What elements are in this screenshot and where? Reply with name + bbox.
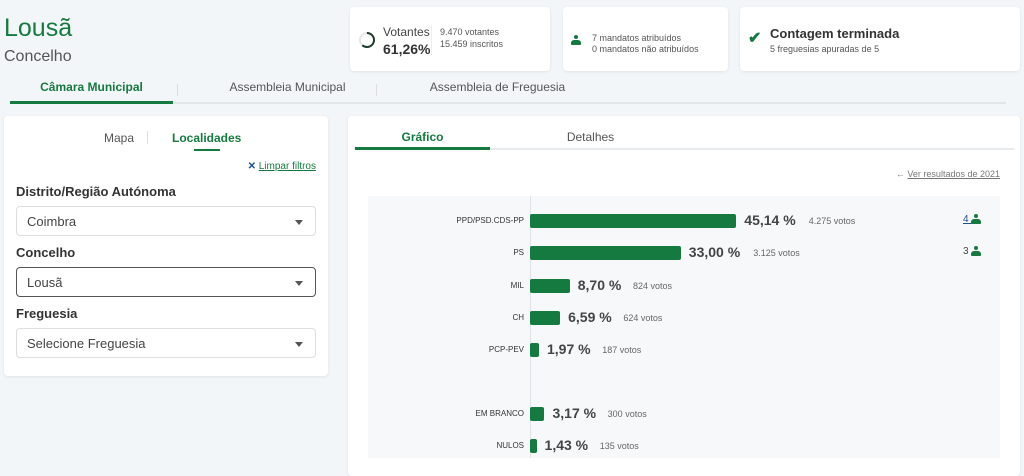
close-icon: ✕ [247, 161, 259, 172]
chevron-down-icon [295, 342, 303, 347]
person-icon [571, 34, 583, 49]
distrito-label: Distrito/Região Autónoma [16, 184, 176, 199]
party-label: CH [512, 313, 524, 322]
votantes-label: Votantes [383, 25, 430, 39]
clear-filters-label: Limpar filtros [258, 161, 316, 172]
clear-filters-link[interactable]: ✕ Limpar filtros [248, 161, 316, 172]
bar[interactable] [530, 246, 681, 260]
votes-label: 135 votos [599, 441, 639, 451]
check-icon: ✔ [748, 30, 762, 47]
tab-detalhes[interactable]: Detalhes [566, 130, 615, 144]
bar[interactable] [530, 407, 545, 421]
mandatos-nao-atribuidos: 0 mandatos não atribuídos [592, 44, 699, 54]
freguesia-label: Freguesia [16, 306, 78, 321]
votes-label: 3.125 votos [753, 248, 800, 258]
bar[interactable] [530, 214, 737, 228]
mandatos-atribuidos: 7 mandatos atribuídos [592, 33, 682, 43]
freguesia-select[interactable]: Selecione Freguesia [16, 328, 316, 358]
person-icon [971, 214, 982, 225]
votantes-count: 9.470 votantes [440, 27, 500, 37]
page-title: Lousã [4, 14, 73, 42]
party-label: EM BRANCO [475, 409, 524, 418]
votantes-pct: 61,26% [383, 41, 431, 57]
inscritos-count: 15.459 inscritos [440, 39, 504, 49]
tab-assembleia-freguesia[interactable]: Assembleia de Freguesia [429, 80, 566, 94]
party-label: PPD/PSD.CDS-PP [456, 216, 524, 225]
previous-results-link[interactable]: ← Ver resultados de 2021 [896, 169, 1000, 179]
votes-label: 4.275 votos [808, 216, 856, 226]
votes-label: 187 votos [602, 345, 642, 355]
tab-camara-municipal[interactable]: Câmara Municipal [10, 80, 173, 104]
chevron-down-icon [295, 281, 303, 286]
page-subtitle: Concelho [4, 48, 72, 65]
tab-assembleia-municipal[interactable]: Assembleia Municipal [229, 80, 346, 94]
contagem-subtitle: 5 freguesias apuradas de 5 [770, 44, 880, 54]
party-label: PS [513, 248, 524, 257]
pct-label: 1,97 % [547, 341, 591, 357]
previous-results-label: Ver resultados de 2021 [907, 169, 1000, 179]
divider [354, 148, 1014, 150]
concelho-select[interactable]: Lousã [16, 267, 316, 297]
contagem-card: ✔ Contagem terminada 5 freguesias apurad… [740, 7, 1020, 71]
tab-separator [177, 84, 178, 96]
tab-separator [376, 84, 377, 96]
mandates-count[interactable]: 4 [963, 214, 982, 225]
concelho-label: Concelho [16, 245, 76, 260]
distrito-value: Coimbra [27, 214, 77, 229]
pct-label: 1,43 % [544, 437, 589, 453]
distrito-select[interactable]: Coimbra [16, 206, 316, 236]
pct-label: 8,70 % [577, 277, 622, 293]
mandates-value: 4 [963, 214, 969, 225]
chart-area: PPD/PSD.CDS-PP 45,14 % 4.275 votos 4 PS 3… [368, 196, 1000, 458]
votes-label: 624 votos [623, 313, 663, 323]
party-label: PCP-PEV [488, 345, 524, 354]
concelho-value: Lousã [27, 275, 63, 290]
bar[interactable] [530, 343, 539, 357]
votes-label: 300 votos [607, 409, 647, 419]
votantes-card: Votantes 61,26% 9.470 votantes 15.459 in… [350, 7, 550, 71]
votes-label: 824 votos [632, 281, 672, 291]
pct-label: 33,00 % [688, 244, 741, 260]
election-tabs: Câmara Municipal Assembleia Municipal As… [10, 80, 1006, 104]
pct-label: 6,59 % [568, 309, 612, 325]
tab-localidades[interactable]: Localidades [172, 131, 241, 156]
bar[interactable] [530, 279, 570, 293]
tab-mapa[interactable]: Mapa [104, 131, 135, 145]
party-label: NULOS [496, 441, 524, 450]
tab-localidades-label: Localidades [172, 131, 242, 145]
turnout-ring-icon [359, 32, 375, 48]
results-panel: Gráfico Detalhes ← Ver resultados de 202… [348, 116, 1020, 476]
bar[interactable] [530, 311, 561, 325]
pct-label: 45,14 % [744, 212, 796, 228]
contagem-title: Contagem terminada [770, 26, 900, 41]
divider [431, 25, 432, 55]
pct-label: 3,17 % [552, 405, 597, 421]
tab-grafico[interactable]: Gráfico [355, 130, 490, 150]
chevron-down-icon [295, 220, 303, 225]
tab-separator [147, 131, 148, 144]
arrow-left-icon: ← [895, 169, 908, 179]
mandates-value: 3 [963, 246, 969, 257]
chart-axis [530, 196, 531, 458]
person-icon [971, 246, 982, 257]
mandatos-card: 7 mandatos atribuídos 0 mandatos não atr… [563, 7, 728, 71]
mandates-count: 3 [963, 246, 982, 257]
filters-panel: Mapa Localidades ✕ Limpar filtros Distri… [4, 116, 328, 376]
freguesia-placeholder: Selecione Freguesia [27, 336, 146, 351]
bar[interactable] [530, 439, 537, 453]
party-label: MIL [510, 281, 524, 290]
